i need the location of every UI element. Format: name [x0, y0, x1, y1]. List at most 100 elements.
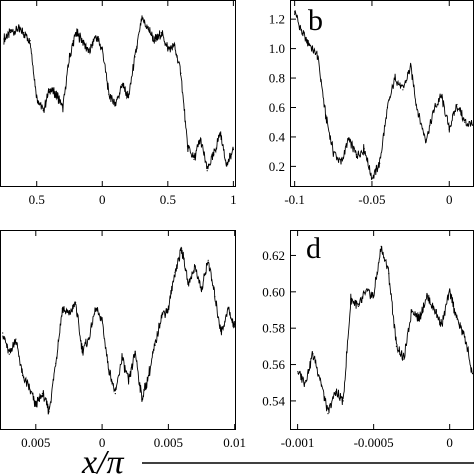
- data-point: [147, 374, 150, 377]
- data-point: [141, 399, 143, 401]
- data-point: [61, 308, 63, 310]
- data-point: [207, 259, 209, 261]
- series-line: [3, 15, 234, 170]
- data-point: [62, 106, 64, 108]
- data-point: [48, 411, 50, 413]
- panel-1: 0.5 0 0.5 1: [0, 0, 237, 207]
- data-point: [433, 309, 436, 311]
- data-point: [220, 332, 222, 334]
- data-point: [425, 139, 427, 141]
- data-point: [379, 162, 381, 164]
- x-tick-label: 0.005: [21, 435, 50, 450]
- x-axis-label-text: x/π: [81, 444, 125, 474]
- data-point: [456, 103, 458, 106]
- data-point: [417, 114, 419, 116]
- data-point: [55, 362, 57, 364]
- plot-frame: [0, 0, 236, 187]
- x-axis-label: x/π: [81, 444, 474, 474]
- data-point: [181, 247, 183, 249]
- data-point: [348, 139, 350, 141]
- data-point: [395, 345, 397, 347]
- plot-frame: [0, 230, 236, 430]
- data-point: [147, 28, 149, 30]
- data-point: [471, 373, 473, 375]
- data-point: [411, 309, 413, 311]
- data-point: [213, 153, 215, 156]
- x-tick-label: 0: [99, 435, 106, 450]
- series-line: [2, 246, 235, 415]
- x-tick-label: 0.005: [154, 435, 183, 450]
- data-point: [448, 129, 450, 131]
- data-point: [232, 149, 234, 151]
- y-tick-label: 0.2: [269, 159, 285, 174]
- x-tick-label: -0.1: [284, 192, 305, 207]
- y-tick-label: 0.62: [262, 248, 285, 263]
- panel-label: d: [306, 232, 321, 265]
- data-point: [36, 97, 38, 99]
- data-point: [200, 137, 202, 139]
- data-point: [128, 380, 130, 383]
- data-point: [187, 283, 189, 286]
- data-point: [180, 72, 182, 74]
- data-point: [134, 56, 136, 58]
- data-point: [173, 44, 175, 47]
- x-tick-label: 0: [446, 192, 453, 207]
- data-point: [418, 318, 420, 320]
- data-point: [403, 358, 405, 360]
- data-point: [88, 338, 90, 340]
- x-tick-label: 1: [230, 192, 237, 207]
- data-point: [55, 93, 58, 95]
- x-tick-label: 0: [99, 192, 106, 207]
- data-point: [214, 296, 216, 298]
- y-tick-label: 0.4: [269, 129, 286, 144]
- data-point: [161, 314, 163, 316]
- data-point: [21, 374, 24, 377]
- data-point: [426, 294, 428, 297]
- data-point: [101, 48, 103, 50]
- data-point: [464, 336, 466, 338]
- data-point: [68, 314, 70, 316]
- data-point: [193, 158, 195, 160]
- data-point: [388, 273, 390, 275]
- data-point: [371, 177, 373, 179]
- x-tick-label: 0.5: [29, 192, 45, 207]
- data-point: [15, 338, 17, 340]
- data-point: [309, 45, 311, 47]
- data-point: [82, 40, 84, 42]
- data-point: [332, 151, 334, 153]
- data-point: [350, 298, 352, 300]
- data-point: [167, 308, 169, 310]
- y-tick-label: 1.2: [269, 12, 285, 27]
- data-point: [28, 387, 30, 389]
- data-point: [335, 391, 337, 393]
- data-point: [114, 393, 116, 395]
- data-point: [114, 103, 116, 105]
- data-point: [194, 265, 196, 267]
- data-point: [294, 11, 296, 13]
- data-point: [154, 344, 156, 346]
- data-point: [41, 393, 44, 395]
- data-point: [363, 148, 365, 150]
- data-point: [304, 382, 306, 384]
- data-point: [68, 56, 71, 58]
- data-point: [160, 31, 162, 34]
- data-point: [386, 106, 388, 109]
- x-tick-label: -0.0005: [354, 435, 394, 450]
- data-point: [373, 294, 375, 297]
- x-tick-label: 0.5: [160, 192, 176, 207]
- data-point: [464, 121, 466, 123]
- y-tick-label: 0.8: [269, 71, 285, 86]
- data-point: [402, 89, 404, 91]
- data-point: [75, 31, 77, 34]
- series-line: [294, 10, 473, 181]
- data-point: [200, 290, 203, 292]
- x-tick-label: -0.001: [281, 435, 315, 450]
- data-point: [357, 305, 359, 307]
- y-tick-label: 0.58: [262, 321, 285, 336]
- data-point: [3, 38, 5, 40]
- data-point: [355, 154, 358, 156]
- panel-4: -0.001 -0.0005 0 0.54 0.56 0.58 0.60 0.62 d: [262, 230, 474, 450]
- data-point: [2, 332, 4, 334]
- data-point: [23, 31, 25, 34]
- y-tick-label: 0.54: [262, 393, 285, 408]
